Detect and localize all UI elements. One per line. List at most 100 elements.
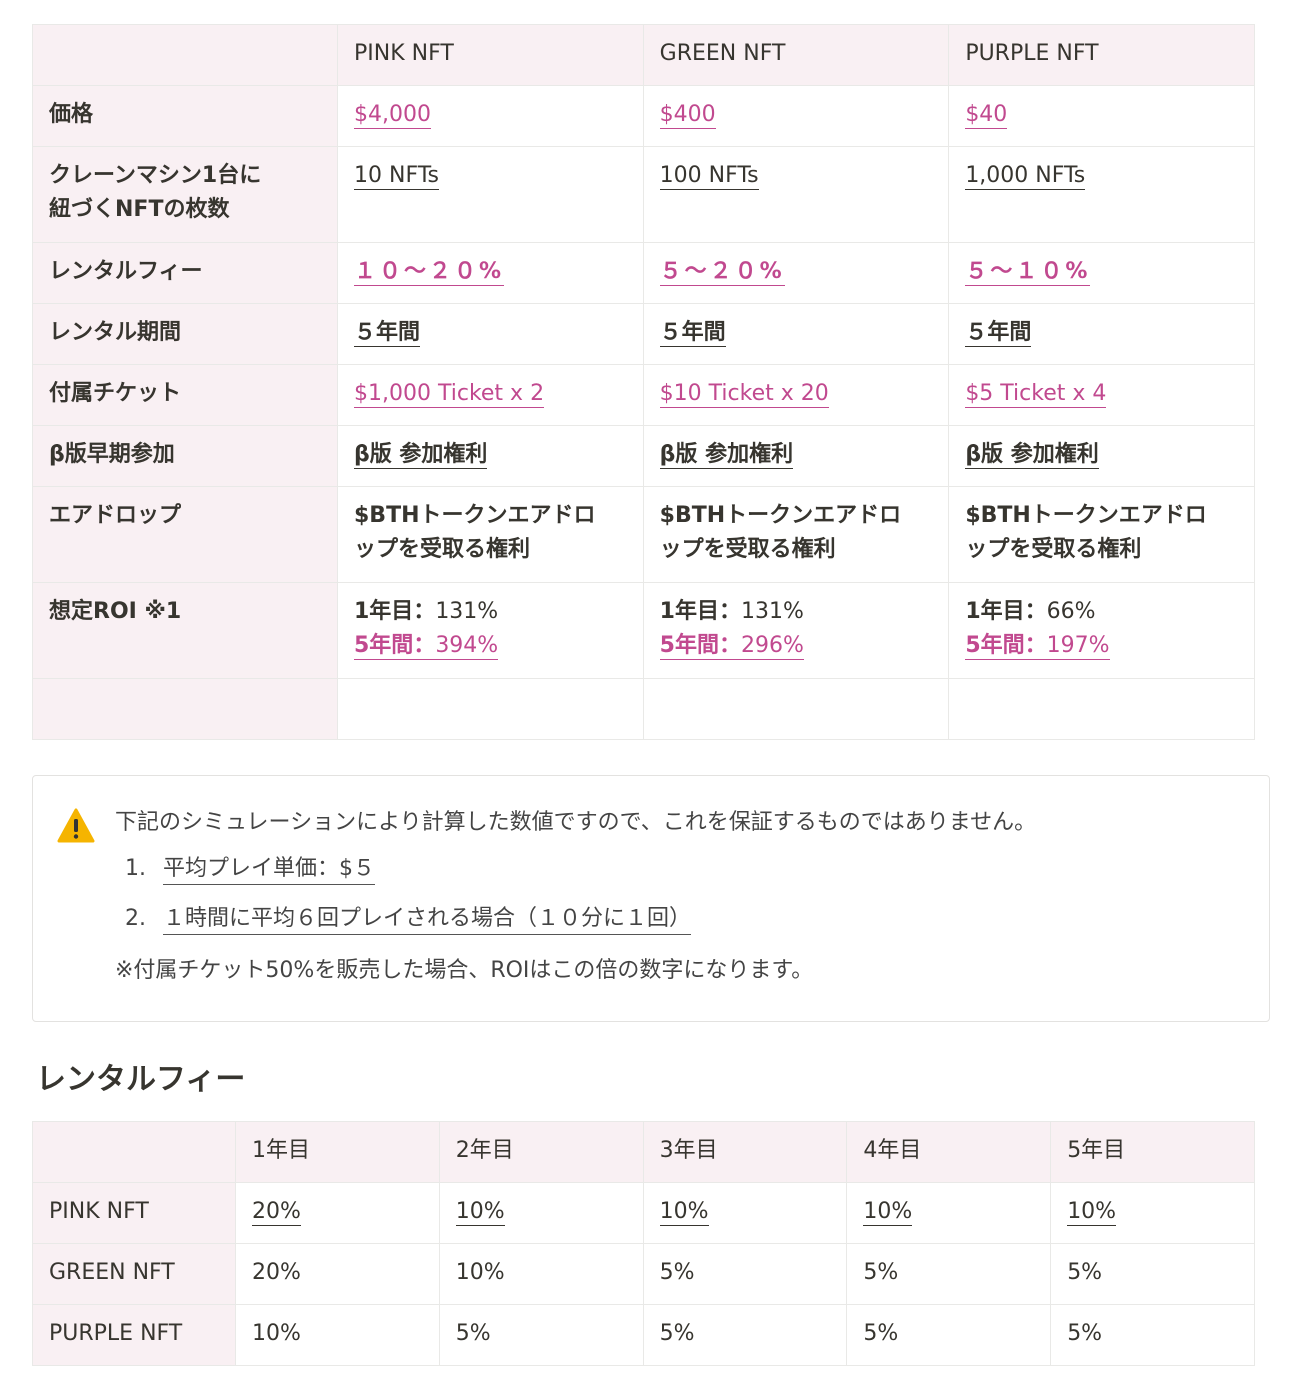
table-row-roi: 想定ROI ※1 1年目：131% 5年間：394% 1年目：131% 5年間：… (32, 582, 1255, 679)
table-cell: 10% (846, 1182, 1052, 1244)
table-cell: 100 NFTs (642, 146, 950, 243)
row-label: 付属チケット (32, 364, 338, 426)
table-cell: 10% (438, 1243, 644, 1305)
row-label: PINK NFT (32, 1182, 236, 1244)
table-row-green: GREEN NFT 20% 10% 5% 5% 5% (32, 1243, 1255, 1305)
table-cell: β版 参加権利 (948, 425, 1255, 487)
table-cell: 10% (438, 1182, 644, 1244)
section-heading: レンタルフィー (36, 1062, 246, 1097)
row-label: クレーンマシン1台に 紐づくNFTの枚数 (32, 146, 338, 243)
roi-year1-value: 131% (740, 599, 804, 624)
table-row-nft-count: クレーンマシン1台に 紐づくNFTの枚数 10 NFTs 100 NFTs 1,… (32, 146, 1255, 243)
fee-value: 10% (863, 1199, 913, 1226)
table-cell: 1年目：131% 5年間：296% (642, 582, 950, 679)
roi-year1: 1年目：131% (354, 595, 627, 629)
airdrop-line: $BTHトークンエアドロ (965, 503, 1207, 528)
tickets-purple: $5 Ticket x 4 (965, 381, 1107, 408)
warning-callout: 下記のシミュレーションにより計算した数値ですので、これを保証するものではありませ… (32, 775, 1270, 1022)
table-row-rental-fee: レンタルフィー １０～２０% ５～２０% ５～１０% (32, 242, 1255, 304)
table-row-tickets: 付属チケット $1,000 Ticket x 2 $10 Ticket x 20… (32, 364, 1255, 426)
column-header-year1: 1年目 (235, 1121, 440, 1183)
roi-year5-label: 5年間： (965, 633, 1047, 658)
table-row-empty (32, 678, 1255, 740)
table-row-rental-period: レンタル期間 ５年間 ５年間 ５年間 (32, 303, 1255, 365)
column-header-year4: 4年目 (846, 1121, 1052, 1183)
roi-year5: 5年間：296% (659, 629, 933, 663)
table-cell: 20% (235, 1182, 440, 1244)
table-cell: β版 参加権利 (337, 425, 644, 487)
table-cell: １０～２０% (337, 242, 644, 304)
roi-year1: 1年目：131% (660, 595, 933, 629)
roi-year5-group: 5年間：296% (659, 633, 804, 660)
table-cell: $BTHトークンエアドロ ップを受取る権利 (337, 486, 644, 583)
roi-year1: 1年目：66% (965, 595, 1238, 629)
roi-year1-label: 1年目： (354, 599, 436, 624)
row-label: PURPLE NFT (32, 1304, 236, 1366)
table-cell: $5 Ticket x 4 (948, 364, 1255, 426)
table-cell: $1,000 Ticket x 2 (337, 364, 644, 426)
table-cell (337, 678, 644, 740)
table-row-airdrop: エアドロップ $BTHトークンエアドロ ップを受取る権利 $BTHトークンエアド… (32, 486, 1255, 583)
roi-year1-label: 1年目： (659, 599, 741, 624)
column-header-year3: 3年目 (642, 1121, 848, 1183)
airdrop-line: $BTHトークンエアドロ (659, 503, 902, 528)
table-row-purple: PURPLE NFT 10% 5% 5% 5% 5% (32, 1304, 1255, 1366)
list-text: 平均プレイ単価：$５ (163, 852, 375, 885)
list-text: １時間に平均６回プレイされる場合（１０分に１回） (163, 902, 692, 935)
row-label-line: 紐づくNFTの枚数 (49, 197, 230, 222)
roi-year5: 5年間：394% (354, 629, 627, 663)
table-row-beta: β版早期参加 β版 参加権利 β版 参加権利 β版 参加権利 (32, 425, 1255, 487)
tickets-pink: $1,000 Ticket x 2 (354, 381, 545, 408)
price-purple: $40 (965, 102, 1008, 129)
table-row-pink: PINK NFT 20% 10% 10% 10% 10% (32, 1182, 1255, 1244)
row-label: GREEN NFT (32, 1243, 236, 1305)
column-header-purple: PURPLE NFT (948, 24, 1255, 86)
roi-year5: 5年間：197% (965, 629, 1238, 663)
rental-period-pink: ５年間 (354, 320, 421, 347)
table-cell: 1年目：131% 5年間：394% (337, 582, 644, 679)
row-label-line: クレーンマシン1台に (49, 163, 262, 188)
price-green: $400 (659, 102, 716, 129)
beta-purple: β版 参加権利 (965, 442, 1099, 469)
row-label: エアドロップ (32, 486, 338, 583)
rental-period-purple: ５年間 (965, 320, 1032, 347)
roi-year5-group: 5年間：197% (965, 633, 1110, 660)
table-cell (948, 678, 1255, 740)
table-cell: 5% (846, 1243, 1052, 1305)
table-cell: ５～１０% (948, 242, 1255, 304)
table-header-row: 1年目 2年目 3年目 4年目 5年目 (32, 1121, 1255, 1183)
fee-value: 10% (455, 1199, 505, 1226)
table-cell: 20% (235, 1243, 440, 1305)
list-item: 1. 平均プレイ単価：$５ (125, 852, 691, 902)
table-cell: 5% (1050, 1243, 1255, 1305)
column-header-pink: PINK NFT (337, 24, 644, 86)
empty-row-label (32, 678, 338, 740)
fee-value: 10% (1067, 1199, 1117, 1226)
roi-year1-value: 131% (435, 599, 499, 624)
nft-count-pink: 10 NFTs (354, 163, 439, 190)
list-number: 1. (125, 856, 146, 881)
table-cell: $BTHトークンエアドロ ップを受取る権利 (948, 486, 1255, 583)
row-label: レンタル期間 (32, 303, 338, 365)
roi-year1-label: 1年目： (965, 599, 1047, 624)
callout-list: 1. 平均プレイ単価：$５ 2. １時間に平均６回プレイされる場合（１０分に１回… (125, 852, 692, 952)
table-cell: ５年間 (948, 303, 1255, 365)
nft-count-purple: 1,000 NFTs (965, 163, 1086, 190)
table-corner-cell (32, 24, 338, 86)
table-cell: 5% (438, 1304, 644, 1366)
table-cell: 10% (235, 1304, 440, 1366)
roi-year5-value: 296% (740, 633, 804, 658)
row-label: 想定ROI ※1 (32, 582, 338, 679)
rental-fee-green: ５～２０% (659, 259, 785, 286)
airdrop-line: ップを受取る権利 (965, 537, 1142, 562)
fee-value: 20% (252, 1199, 301, 1226)
rental-fee-pink: １０～２０% (354, 259, 505, 286)
table-cell: 10% (642, 1182, 848, 1244)
roi-year1-value: 66% (1046, 599, 1096, 624)
table-cell (642, 678, 950, 740)
roi-year5-label: 5年間： (659, 633, 741, 658)
table-cell: 10% (1050, 1182, 1255, 1244)
table-header-row: PINK NFT GREEN NFT PURPLE NFT (32, 24, 1255, 86)
column-header-year5: 5年目 (1050, 1121, 1255, 1183)
rental-period-green: ５年間 (659, 320, 726, 347)
